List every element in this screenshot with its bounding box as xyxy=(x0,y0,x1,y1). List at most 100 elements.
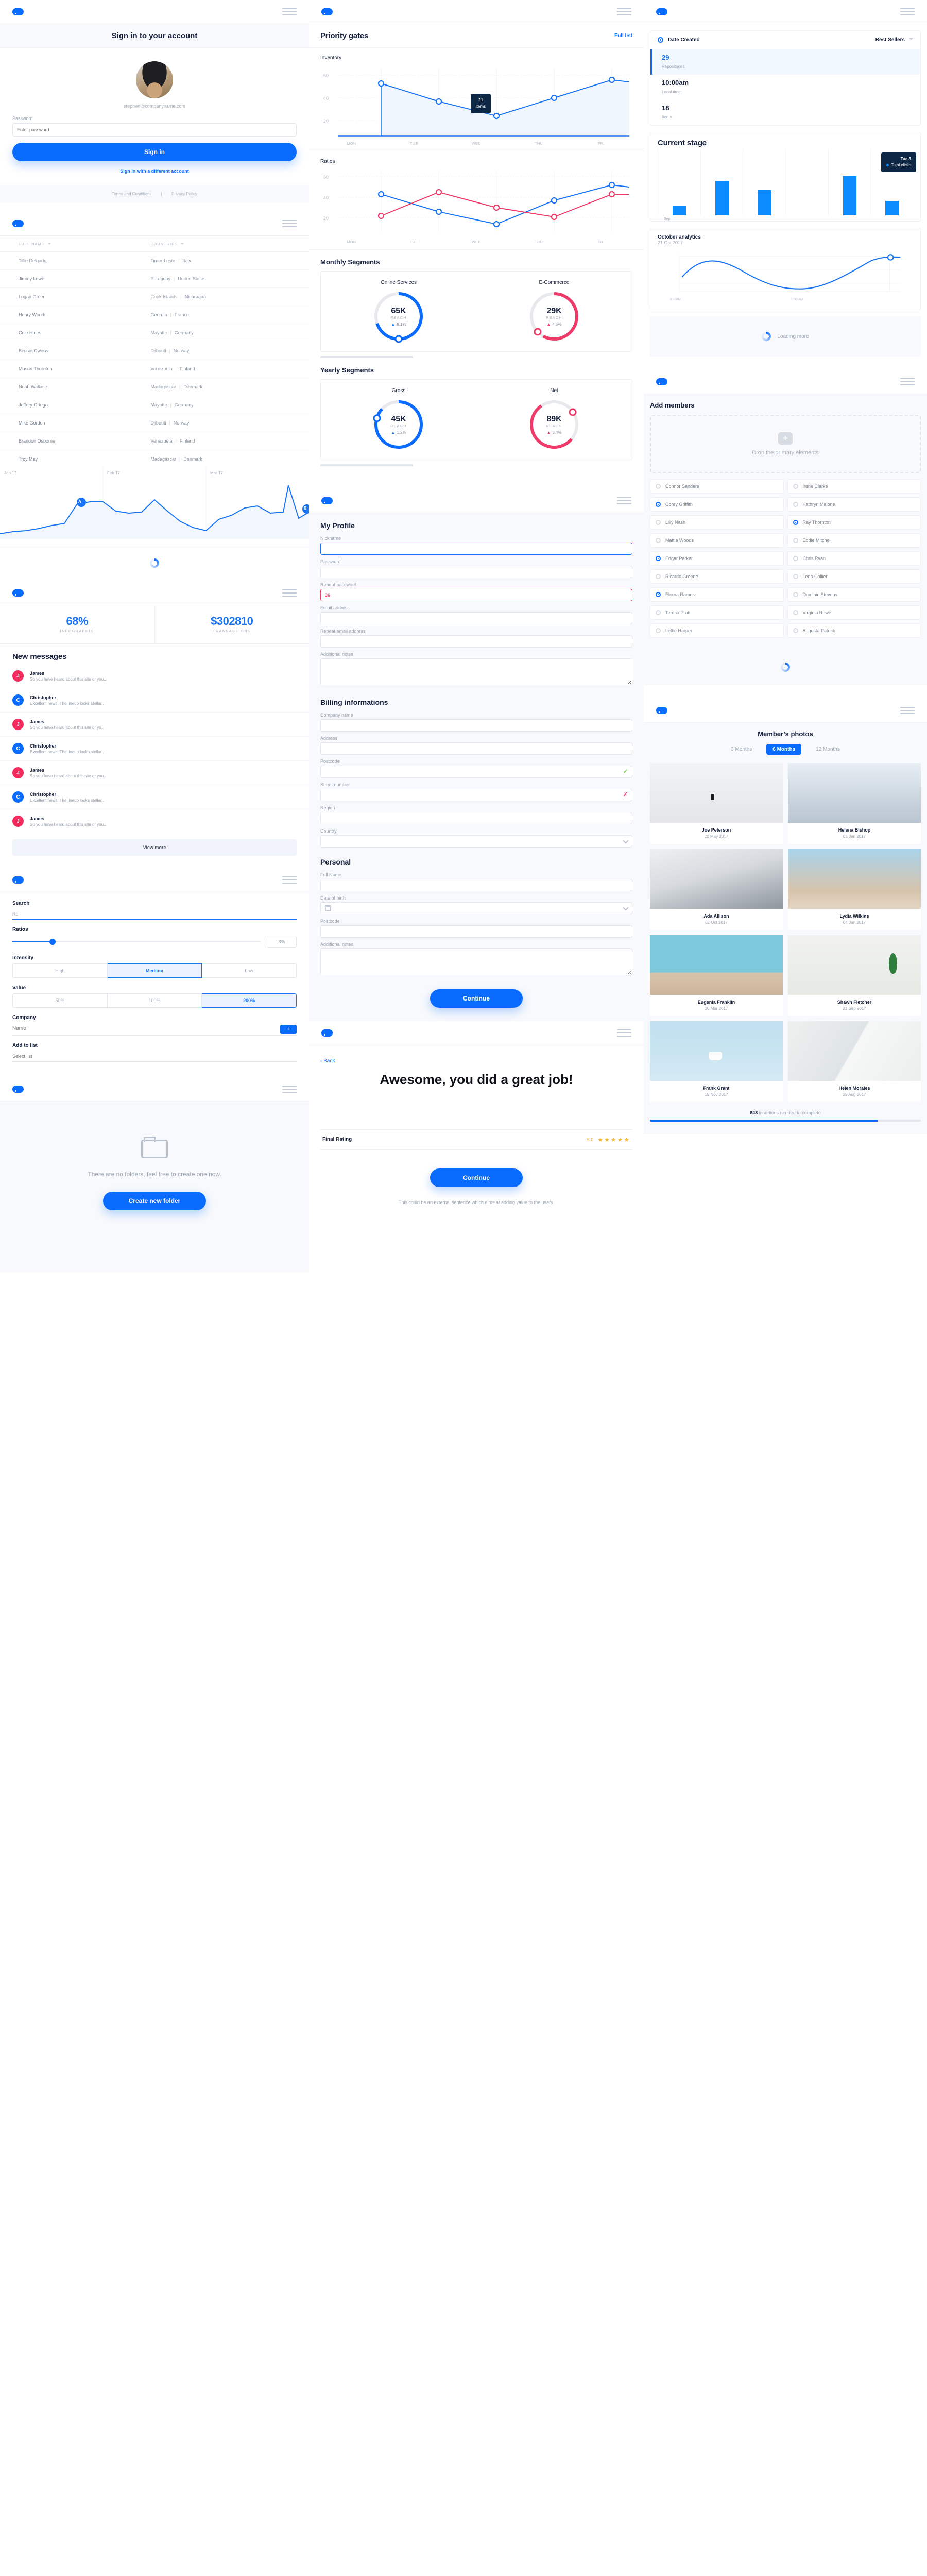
radio-icon[interactable] xyxy=(656,592,661,597)
menu-icon[interactable] xyxy=(282,874,297,886)
list-item[interactable]: J James So you have heard about this sit… xyxy=(0,760,309,785)
column-header-fullname[interactable]: FULL NAME xyxy=(0,236,132,252)
field-input[interactable] xyxy=(320,925,632,938)
member-option[interactable]: Virginia Rowe xyxy=(787,605,921,620)
member-option[interactable]: Lena Collier xyxy=(787,569,921,584)
ratios-slider[interactable] xyxy=(12,938,261,945)
search-input[interactable] xyxy=(12,908,297,920)
menu-icon[interactable] xyxy=(282,1083,297,1095)
tab-12-months[interactable]: 12 Months xyxy=(816,747,840,752)
member-option[interactable]: Kathryn Malone xyxy=(787,497,921,512)
brand-logo-icon[interactable] xyxy=(321,1029,333,1037)
addlist-select[interactable] xyxy=(12,1050,297,1062)
photo-card[interactable]: Frank Grant 15 Nov 2017 xyxy=(650,1021,783,1102)
brand-logo-icon[interactable] xyxy=(12,1086,24,1093)
list-item[interactable]: J James So you have heard about this sit… xyxy=(0,809,309,833)
field-input[interactable] xyxy=(320,879,632,891)
member-option[interactable]: Irene Clarke xyxy=(787,479,921,494)
radio-icon[interactable] xyxy=(656,574,661,579)
radio-icon[interactable] xyxy=(793,574,798,579)
tab-6-months[interactable]: 6 Months xyxy=(766,744,802,755)
table-row[interactable]: Jeffery Ortega Mayotte | Germany xyxy=(0,396,309,414)
brand-logo-icon[interactable] xyxy=(12,8,24,15)
brand-logo-icon[interactable] xyxy=(12,589,24,597)
menu-icon[interactable] xyxy=(282,587,297,599)
member-option[interactable]: Teresa Pratt xyxy=(650,605,784,620)
field-input[interactable] xyxy=(320,543,632,555)
company-input[interactable] xyxy=(12,1023,276,1034)
view-more-button[interactable]: View more xyxy=(12,839,297,856)
photo-card[interactable]: Helen Morales 29 Aug 2017 xyxy=(788,1021,921,1102)
create-folder-button[interactable]: Create new folder xyxy=(103,1192,206,1211)
table-row[interactable]: Logan Greer Cook Islands | Nicaragua xyxy=(0,287,309,306)
stat-items[interactable]: 18 Items xyxy=(650,100,920,125)
radio-icon[interactable] xyxy=(656,520,661,525)
table-row[interactable]: Bessie Owens Djibouti | Norway xyxy=(0,342,309,360)
intensity-option-high[interactable]: High xyxy=(12,963,108,978)
radio-icon[interactable] xyxy=(793,484,798,489)
list-item[interactable]: C Christopher Excellent news! The lineup… xyxy=(0,736,309,760)
table-row[interactable]: Noah Wallace Madagascar | Denmark xyxy=(0,378,309,396)
radio-icon[interactable] xyxy=(656,628,661,633)
menu-icon[interactable] xyxy=(900,376,915,387)
field-input[interactable] xyxy=(320,766,632,778)
carousel-scrollbar[interactable] xyxy=(320,464,413,466)
stat-repositories[interactable]: 29 Repositories xyxy=(650,49,920,75)
slider-knob[interactable] xyxy=(49,939,56,945)
radio-icon[interactable] xyxy=(793,538,798,543)
menu-icon[interactable] xyxy=(617,1027,631,1039)
radio-icon[interactable] xyxy=(793,610,798,615)
radio-icon[interactable] xyxy=(793,628,798,633)
radio-icon[interactable] xyxy=(793,592,798,597)
member-option[interactable]: Ricardo Greene xyxy=(650,569,784,584)
list-item[interactable]: J James So you have heard about this sit… xyxy=(0,664,309,688)
photo-card[interactable]: Shawn Fletcher 21 Sep 2017 xyxy=(788,935,921,1016)
list-item[interactable]: J James So you have heard about this sit… xyxy=(0,712,309,736)
member-option[interactable]: Lettie Harper xyxy=(650,623,784,638)
brand-logo-icon[interactable] xyxy=(12,876,24,884)
list-item[interactable]: C Christopher Excellent news! The lineup… xyxy=(0,688,309,712)
table-row[interactable]: Mike Gordon Djibouti | Norway xyxy=(0,414,309,432)
list-item[interactable]: C Christopher Excellent news! The lineup… xyxy=(0,785,309,809)
field-select[interactable] xyxy=(320,835,632,848)
member-option[interactable]: Edgar Parker xyxy=(650,551,784,566)
brand-logo-icon[interactable] xyxy=(12,220,24,227)
value-option-200[interactable]: 200% xyxy=(202,993,297,1008)
brand-logo-icon[interactable] xyxy=(321,8,333,15)
photo-card[interactable]: Joe Peterson 20 May 2017 xyxy=(650,763,783,844)
brand-logo-icon[interactable] xyxy=(321,497,333,504)
field-date[interactable] xyxy=(320,902,632,914)
radio-icon[interactable] xyxy=(656,502,661,507)
terms-link[interactable]: Terms and Conditions xyxy=(112,192,152,196)
member-option[interactable]: Elnora Ramos xyxy=(650,587,784,602)
intensity-option-medium[interactable]: Medium xyxy=(107,963,202,978)
success-continue-button[interactable]: Continue xyxy=(430,1168,523,1187)
radio-icon[interactable] xyxy=(658,37,663,43)
value-option-100[interactable]: 100% xyxy=(107,993,202,1008)
member-option[interactable]: Dominic Stevens xyxy=(787,587,921,602)
stat-local-time[interactable]: 10:00am Local time xyxy=(650,75,920,100)
field-textarea[interactable] xyxy=(320,658,632,685)
date-created-radio-row[interactable]: Date Created xyxy=(658,37,700,43)
menu-icon[interactable] xyxy=(900,6,915,18)
dropzone[interactable]: + Drop the primary elements xyxy=(650,415,921,473)
full-list-link[interactable]: Full list xyxy=(614,33,632,39)
menu-icon[interactable] xyxy=(282,6,297,18)
photo-card[interactable]: Helena Bishop 03 Jan 2017 xyxy=(788,763,921,844)
back-link[interactable]: ‹ Back xyxy=(320,1058,335,1064)
field-input[interactable] xyxy=(320,635,632,648)
star-rating-icon[interactable]: ★★★★★ xyxy=(597,1136,630,1143)
radio-icon[interactable] xyxy=(793,520,798,525)
value-option-50[interactable]: 50% xyxy=(12,993,108,1008)
intensity-option-low[interactable]: Low xyxy=(202,963,297,978)
radio-icon[interactable] xyxy=(656,538,661,543)
member-option[interactable]: Chris Ryan xyxy=(787,551,921,566)
best-sellers-dropdown[interactable]: Best Sellers xyxy=(876,37,913,43)
photo-card[interactable]: Lydia Wilkins 04 Jun 2017 xyxy=(788,849,921,930)
member-option[interactable]: Ray Thornton xyxy=(787,515,921,530)
brand-logo-icon[interactable] xyxy=(656,378,667,385)
brand-logo-icon[interactable] xyxy=(656,707,667,714)
radio-icon[interactable] xyxy=(793,502,798,507)
table-row[interactable]: Jimmy Lowe Paraguay | United States xyxy=(0,269,309,288)
member-option[interactable]: Mattie Woods xyxy=(650,533,784,548)
